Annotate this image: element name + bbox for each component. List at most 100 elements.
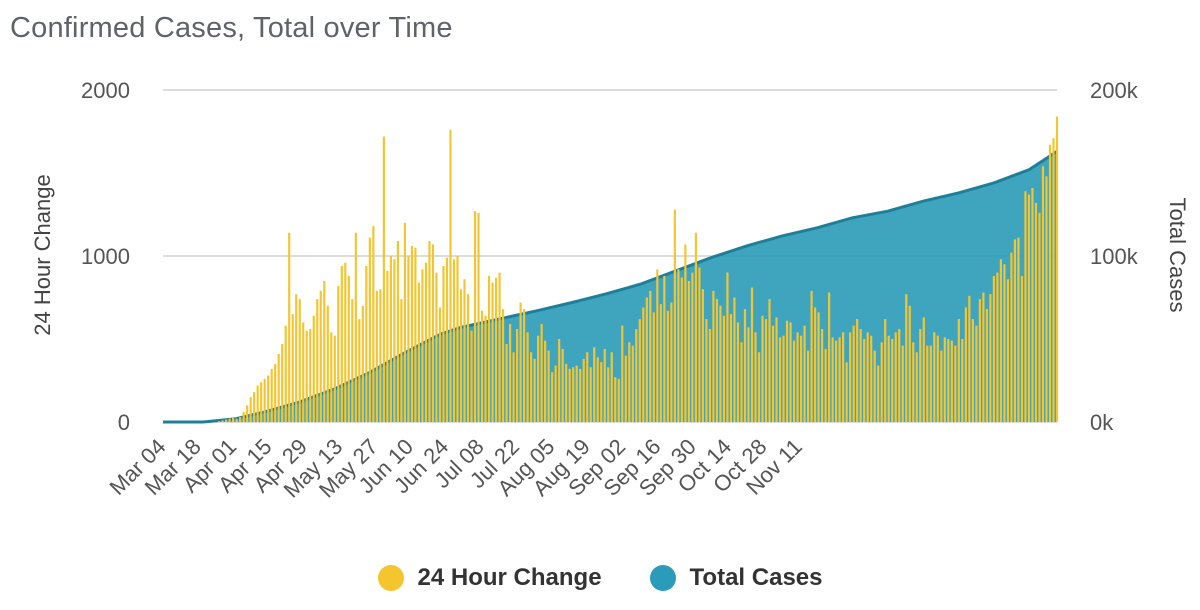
bar-24-hour-change xyxy=(677,269,680,422)
bar-24-hour-change xyxy=(403,222,406,422)
bar-24-hour-change xyxy=(579,368,582,422)
right-axis-title: Total Cases xyxy=(1165,198,1190,313)
bar-24-hour-change xyxy=(936,335,939,422)
bar-24-hour-change xyxy=(778,337,782,422)
bar-24-hour-change xyxy=(905,294,908,422)
bar-24-hour-change xyxy=(235,418,238,422)
bar-24-hour-change xyxy=(393,259,396,422)
bar-24-hour-change xyxy=(982,292,985,422)
bar-24-hour-change xyxy=(1003,264,1006,422)
bar-24-hour-change xyxy=(978,299,981,422)
bar-24-hour-change xyxy=(968,295,971,422)
bar-24-hour-change xyxy=(726,272,729,422)
bar-24-hour-change xyxy=(582,358,585,422)
bar-24-hour-change xyxy=(414,247,417,422)
bar-24-hour-change xyxy=(435,272,438,422)
bar-24-hour-change xyxy=(985,309,988,422)
legend-label: Total Cases xyxy=(689,564,823,591)
bar-24-hour-change xyxy=(659,304,662,422)
bar-24-hour-change xyxy=(943,337,946,422)
bar-24-hour-change xyxy=(270,368,273,422)
bar-24-hour-change xyxy=(554,365,557,422)
bar-24-hour-change xyxy=(484,315,487,422)
bar-24-hour-change xyxy=(288,232,291,422)
bar-24-hour-change xyxy=(680,277,683,422)
bar-24-hour-change xyxy=(614,377,617,422)
bar-24-hour-change xyxy=(501,309,505,422)
bar-24-hour-change xyxy=(239,417,242,422)
bar-24-hour-change xyxy=(884,319,887,422)
bar-24-hour-change xyxy=(733,297,736,422)
bar-24-hour-change xyxy=(799,335,803,422)
bar-24-hour-change xyxy=(421,269,424,422)
legend-item-24-hour-change[interactable]: 24 Hour Change xyxy=(377,564,602,592)
bar-24-hour-change xyxy=(491,282,494,422)
bar-24-hour-change xyxy=(400,299,403,422)
bar-24-hour-change xyxy=(228,418,231,422)
bar-24-hour-change xyxy=(908,305,911,422)
bar-24-hour-change xyxy=(894,332,897,422)
bar-24-hour-change xyxy=(508,324,512,422)
bar-24-hour-change xyxy=(750,287,754,422)
bar-24-hour-change xyxy=(295,294,298,422)
bar-24-hour-change xyxy=(957,319,960,422)
bar-24-hour-change xyxy=(1055,116,1059,422)
legend-item-total-cases[interactable]: Total Cases xyxy=(649,564,823,592)
bar-24-hour-change xyxy=(926,345,929,422)
bar-24-hour-change xyxy=(1045,176,1048,422)
bar-24-hour-change xyxy=(526,332,529,422)
bar-24-hour-change xyxy=(933,332,936,422)
bar-24-hour-change xyxy=(277,353,280,422)
bar-24-hour-change xyxy=(761,315,764,422)
bar-24-hour-change xyxy=(666,310,669,422)
bar-24-hour-change xyxy=(575,365,578,422)
bar-24-hour-change xyxy=(796,332,799,422)
bar-24-hour-change xyxy=(835,340,838,422)
bar-24-hour-change xyxy=(249,397,252,422)
bar-24-hour-change xyxy=(600,362,603,422)
bar-24-hour-change xyxy=(1020,275,1024,422)
bar-24-hour-change xyxy=(309,329,312,422)
bar-24-hour-change xyxy=(225,419,228,422)
bar-24-hour-change xyxy=(638,319,641,422)
bar-24-hour-change xyxy=(410,246,414,422)
bar-24-hour-change xyxy=(291,314,294,422)
bar-24-hour-change xyxy=(701,289,704,422)
bar-24-hour-change xyxy=(842,332,845,422)
bar-24-hour-change xyxy=(1017,237,1020,422)
bar-24-hour-change xyxy=(445,257,449,422)
bar-24-hour-change xyxy=(284,325,287,422)
bar-24-hour-change xyxy=(375,290,378,422)
bar-24-hour-change xyxy=(361,305,364,422)
bar-24-hour-change xyxy=(863,339,866,422)
bar-24-hour-change xyxy=(330,332,333,422)
bar-24-hour-change xyxy=(463,279,466,422)
bar-24-hour-change xyxy=(698,267,701,422)
bar-24-hour-change xyxy=(996,272,999,422)
bar-24-hour-change xyxy=(603,348,606,422)
bar-24-hour-change xyxy=(656,269,659,422)
left-tick-label: 1000 xyxy=(81,244,130,269)
bar-24-hour-change xyxy=(533,358,536,422)
bar-24-hour-change xyxy=(792,340,796,422)
bar-24-hour-change xyxy=(673,209,676,422)
bar-24-hour-change xyxy=(596,357,599,422)
bar-24-hour-change xyxy=(771,325,775,422)
bar-24-hour-change xyxy=(873,350,876,422)
left-tick-label: 2000 xyxy=(81,78,130,103)
bar-24-hour-change xyxy=(687,280,690,422)
bar-24-hour-change xyxy=(256,385,259,422)
bar-24-hour-change xyxy=(821,329,824,422)
bar-24-hour-change xyxy=(691,272,694,422)
bar-24-hour-change xyxy=(1027,194,1031,422)
bar-24-hour-change xyxy=(260,382,263,422)
bar-24-hour-change xyxy=(558,339,561,422)
bar-24-hour-change xyxy=(964,307,967,422)
bar-24-hour-change xyxy=(442,265,445,422)
bar-24-hour-change xyxy=(670,302,673,422)
bar-24-hour-change xyxy=(652,312,655,422)
bar-24-hour-change xyxy=(950,340,953,422)
bar-24-hour-change xyxy=(828,292,831,422)
